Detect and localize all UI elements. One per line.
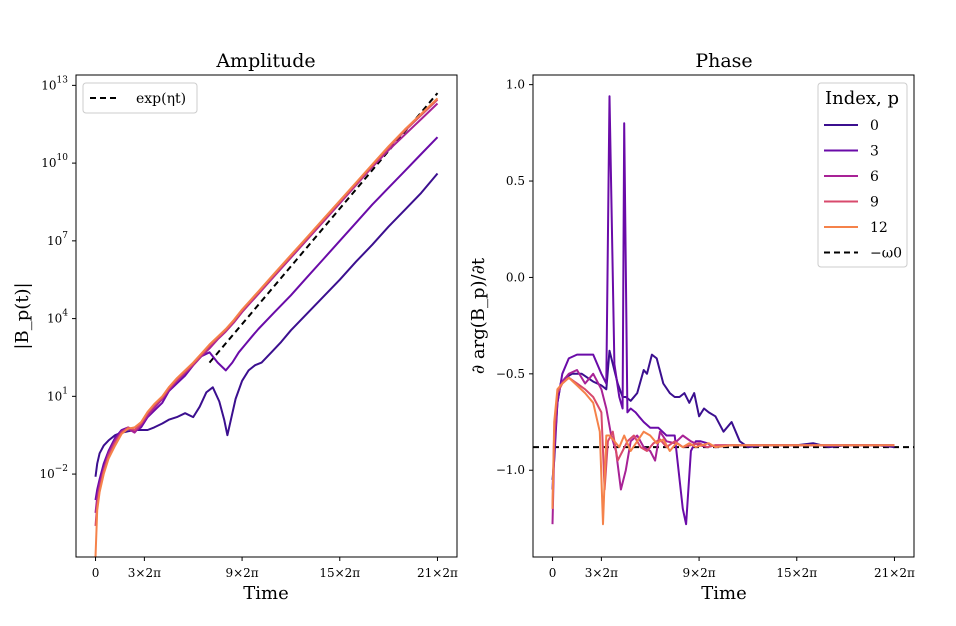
- amplitude-series-p3: [94, 136, 439, 501]
- phase-x-tick-label: 0: [549, 566, 557, 580]
- phase-y-tick-label: −0.5: [496, 367, 525, 381]
- phase-series-group: [533, 95, 914, 526]
- phase-legend-title: Index, p: [825, 88, 899, 109]
- legend-label-exp: exp(ηt): [136, 91, 186, 107]
- phase-y-tick-label: 1.0: [506, 78, 525, 92]
- phase-title: Phase: [695, 50, 752, 72]
- amplitude-y-label: |B_p(t)|: [12, 282, 33, 349]
- amplitude-legend: exp(ηt): [82, 82, 198, 114]
- phase-y-tick-label: −1.0: [496, 463, 525, 477]
- amplitude-x-tick-label: 15×2π: [319, 566, 360, 580]
- legend-label-p6: 6: [870, 169, 879, 185]
- phase-y-tick-label: 0.0: [506, 270, 525, 284]
- amplitude-x-tick-label: 3×2π: [128, 566, 161, 580]
- amplitude-x-tick-label: 0: [92, 566, 100, 580]
- legend-label-p12: 12: [870, 220, 888, 236]
- phase-y-label: ∂ arg(B_p)/∂t: [468, 257, 489, 374]
- phase-y-tick-label: 0.5: [506, 174, 525, 188]
- phase-axes-frame: [532, 74, 915, 558]
- phase-x-tick-label: 9×2π: [682, 566, 715, 580]
- legend-label-p3: 3: [870, 144, 879, 160]
- amplitude-x-tick-label: 21×2π: [417, 566, 458, 580]
- phase-x-label: Time: [701, 583, 746, 604]
- phase-x-ticks: 0 3×2π 9×2π 15×2π 21×2π: [549, 557, 915, 580]
- phase-legend: Index, p 0 3 6 9 12 −ω0: [817, 82, 908, 268]
- legend-label-omega: −ω0: [870, 246, 902, 262]
- amplitude-axes-frame: [75, 74, 458, 558]
- amplitude-x-ticks: 0 3×2π 9×2π 15×2π 21×2π: [92, 557, 458, 580]
- legend-label-p9: 9: [870, 195, 879, 211]
- phase-y-ticks: −1.0 −0.5 0.0 0.5 1.0: [496, 78, 533, 477]
- amplitude-series-reference: [208, 92, 439, 364]
- amplitude-title: Amplitude: [215, 50, 315, 72]
- phase-x-tick-label: 21×2π: [874, 566, 915, 580]
- phase-x-tick-label: 3×2π: [585, 566, 618, 580]
- phase-legend-box: [817, 82, 908, 268]
- amplitude-legend-box: [82, 82, 198, 114]
- amplitude-x-label: Time: [243, 583, 288, 604]
- phase-x-tick-label: 15×2π: [776, 566, 817, 580]
- amplitude-x-tick-label: 9×2π: [225, 566, 258, 580]
- amplitude-series-group: [94, 92, 439, 557]
- phase-series-p12: [551, 376, 895, 526]
- phase-panel: Phase 0 3×2π 9×2π 15×2π 21×2π −1.0 −0.5 0.0 0.5…: [468, 50, 915, 604]
- legend-label-p0: 0: [870, 118, 879, 134]
- amplitude-series-p12: [94, 97, 439, 557]
